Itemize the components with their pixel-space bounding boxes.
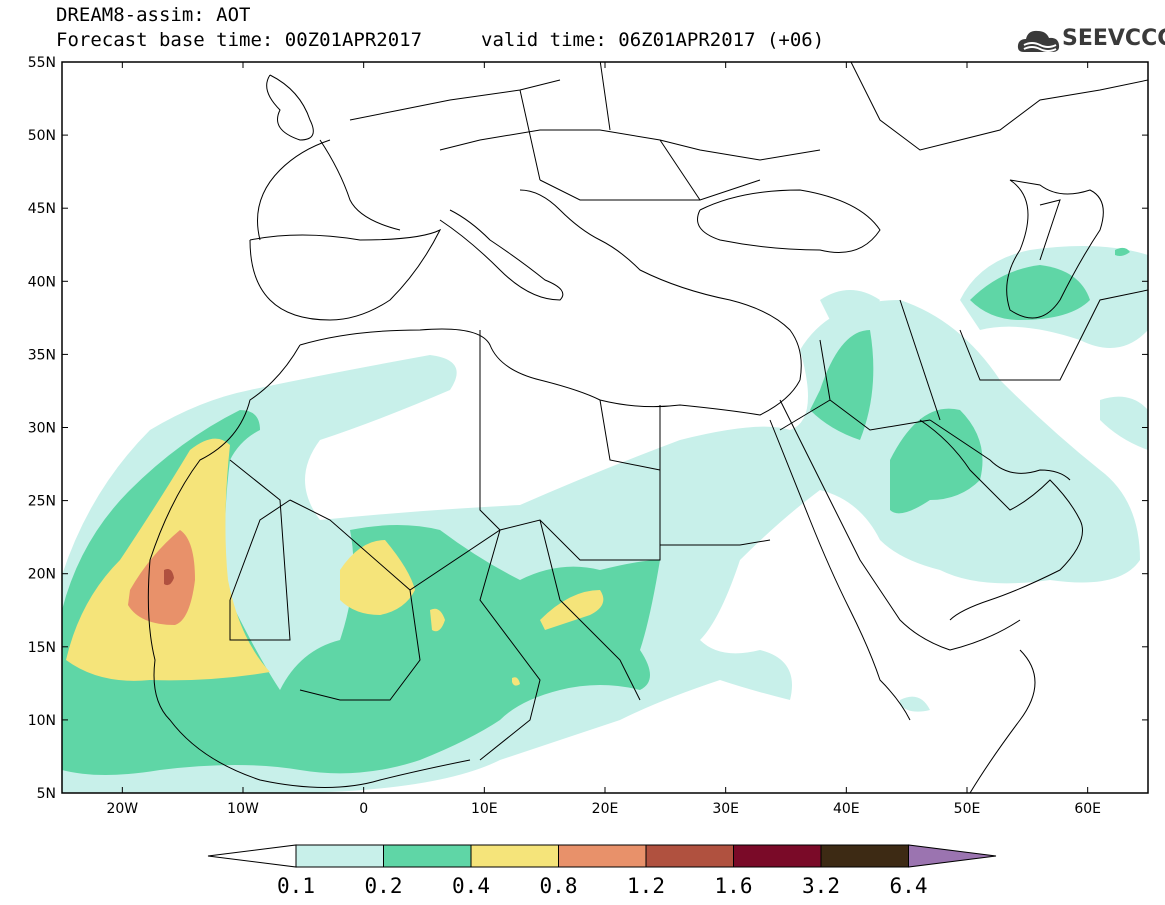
lat-tick-label: 15N: [28, 640, 56, 656]
lat-tick-label: 40N: [28, 274, 56, 290]
logo-text: SEEVCCC: [1062, 26, 1165, 51]
lat-tick-label: 25N: [28, 494, 56, 510]
aot-level-0.8: [128, 530, 195, 625]
valid-time: valid time: 06Z01APR2017 (+06): [481, 29, 825, 51]
axis-labels: 20W 10W 0 10E 20E 30E 40E 50E 60E 55N 50N 45N 40N 35N…: [28, 55, 1148, 817]
colorbar-level-label: 3.2: [802, 874, 840, 898]
seevccc-logo: SEEVCCC: [1016, 24, 1165, 58]
colorbar-level-label: 0.8: [540, 874, 578, 898]
colorbar-high-arrow: [908, 844, 997, 868]
colorbar-swatch: [383, 844, 472, 868]
lon-tick-label: 20W: [106, 801, 138, 817]
forecast-base-time: Forecast base time: 00Z01APR2017: [56, 29, 423, 51]
cloud-logo-icon: [1017, 30, 1060, 52]
colorbar-swatch: [820, 844, 909, 868]
colorbar-level-label: 0.4: [452, 874, 490, 898]
lat-tick-label: 35N: [28, 347, 56, 363]
lon-tick-label: 50E: [954, 801, 981, 817]
aot-level-1.2: [164, 569, 174, 586]
lat-tick-label: 20N: [28, 567, 56, 583]
colorbar: 0.1 0.2 0.4 0.8 1.2 1.6 3.2 6.4: [207, 844, 997, 898]
lon-tick-label: 40E: [833, 801, 860, 817]
lon-tick-label: 60E: [1074, 801, 1101, 817]
colorbar-level-label: 0.1: [277, 874, 315, 898]
colorbar-swatch: [295, 844, 384, 868]
colorbar-swatch: [558, 844, 647, 868]
lon-tick-label: 0: [359, 801, 368, 817]
lon-tick-label: 20E: [592, 801, 619, 817]
colorbar-low-arrow: [207, 844, 297, 868]
lat-tick-label: 45N: [28, 201, 56, 217]
colorbar-level-label: 1.6: [715, 874, 753, 898]
colorbar-level-label: 0.2: [365, 874, 403, 898]
map-title: DREAM8-assim: AOT: [56, 4, 251, 26]
colorbar-level-label: 6.4: [890, 874, 928, 898]
lon-tick-label: 10W: [227, 801, 259, 817]
lat-tick-label: 55N: [28, 55, 56, 71]
lat-tick-label: 10N: [28, 713, 56, 729]
colorbar-swatch: [645, 844, 734, 868]
lat-tick-label: 5N: [37, 786, 56, 802]
coastlines-borders: [147, 62, 1148, 793]
colorbar-swatch: [733, 844, 822, 868]
lat-tick-label: 30N: [28, 421, 56, 437]
lon-tick-label: 10E: [471, 801, 498, 817]
aot-shading: [62, 62, 1148, 793]
colorbar-swatch: [470, 844, 559, 868]
colorbar-level-label: 1.2: [627, 874, 665, 898]
lon-tick-label: 30E: [712, 801, 739, 817]
lat-tick-label: 50N: [28, 128, 56, 144]
